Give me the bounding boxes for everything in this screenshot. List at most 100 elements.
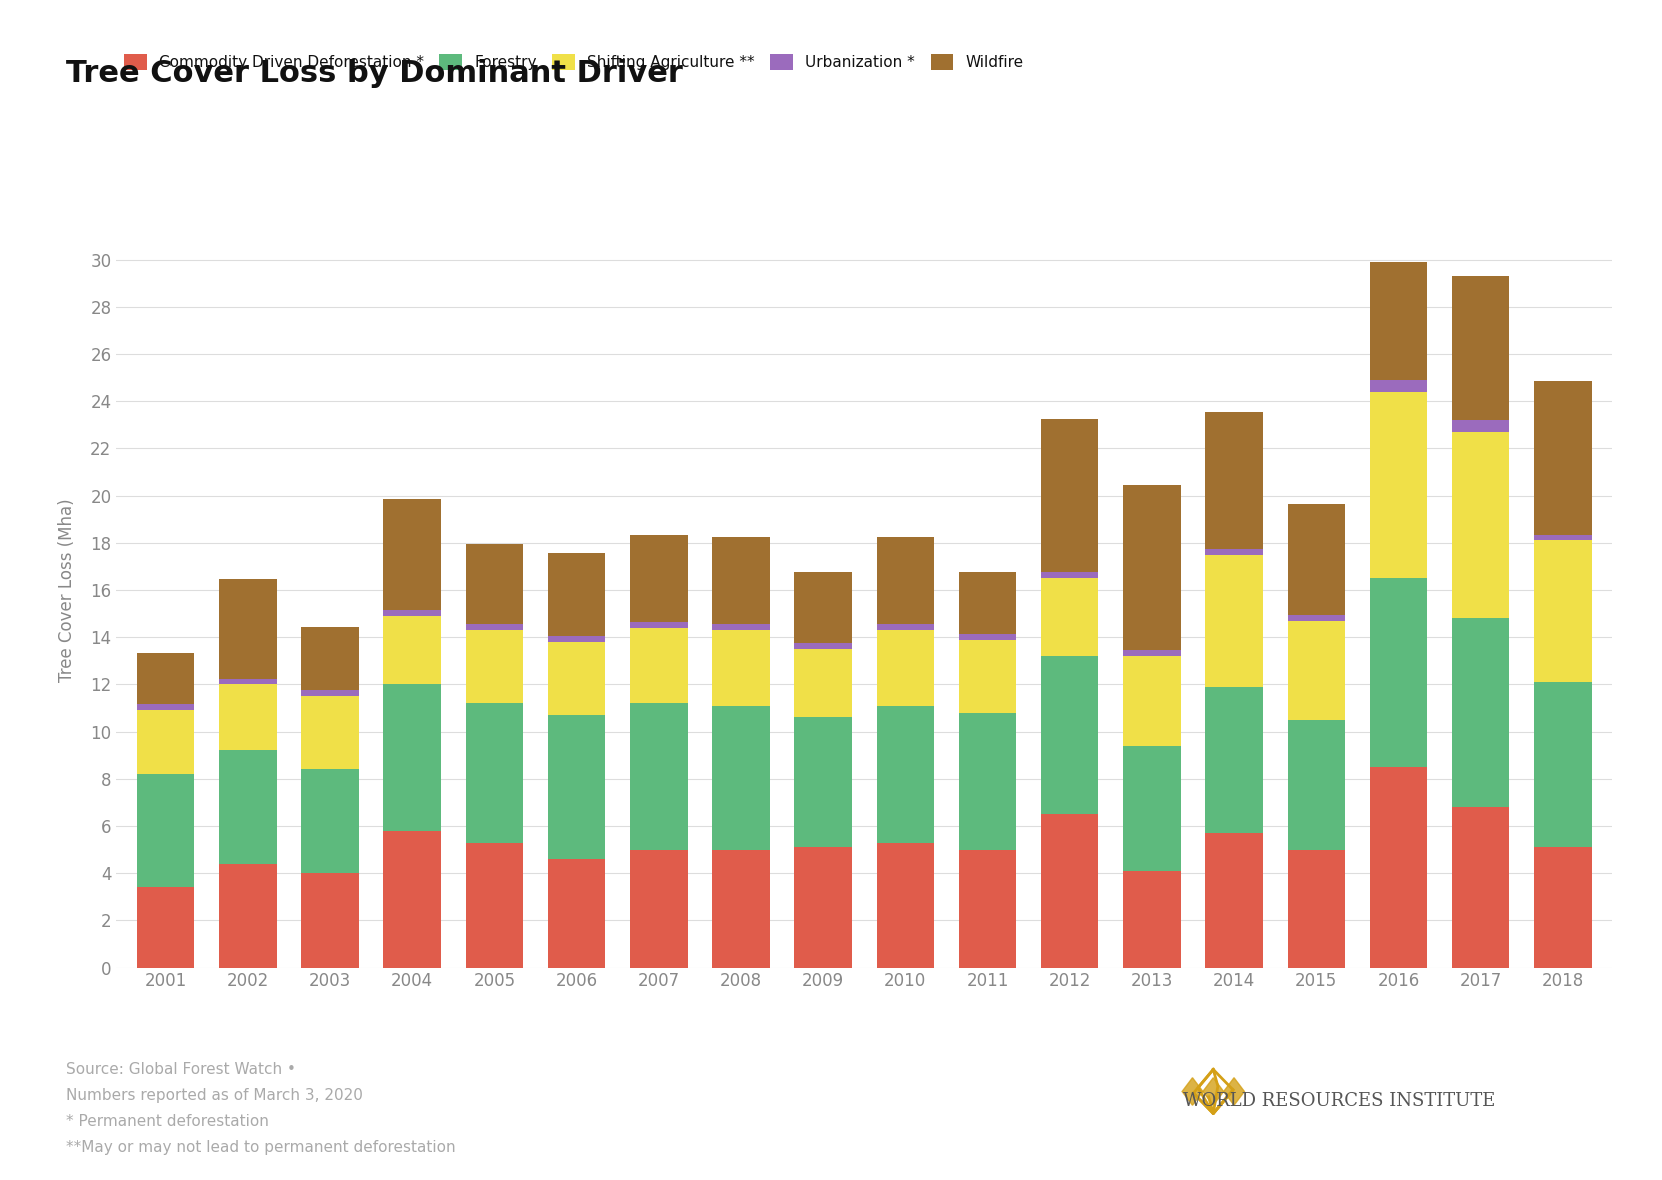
Bar: [1040, 572, 1099, 578]
Bar: [384, 616, 440, 684]
Bar: [713, 624, 770, 630]
Bar: [1453, 432, 1509, 618]
Text: Numbers reported as of March 3, 2020: Numbers reported as of March 3, 2020: [66, 1088, 364, 1103]
Bar: [136, 774, 194, 887]
Bar: [1453, 807, 1509, 968]
Bar: [1369, 578, 1428, 767]
Bar: [794, 717, 853, 847]
Bar: [465, 544, 524, 624]
Bar: [630, 850, 688, 968]
Bar: [1040, 814, 1099, 968]
Bar: [1288, 850, 1345, 968]
Bar: [1124, 746, 1180, 871]
Bar: [713, 706, 770, 850]
Bar: [548, 553, 605, 636]
Bar: [1453, 618, 1509, 807]
Bar: [794, 572, 853, 643]
Bar: [1205, 555, 1263, 687]
Bar: [1288, 504, 1345, 615]
Bar: [713, 537, 770, 624]
Bar: [384, 499, 440, 610]
Bar: [301, 696, 359, 769]
Bar: [876, 630, 934, 706]
Bar: [219, 579, 276, 678]
Text: WORLD RESOURCES INSTITUTE: WORLD RESOURCES INSTITUTE: [1183, 1092, 1496, 1109]
Bar: [1534, 540, 1592, 682]
Bar: [1453, 420, 1509, 432]
Bar: [959, 572, 1015, 634]
Bar: [384, 831, 440, 968]
Bar: [713, 630, 770, 706]
Bar: [465, 843, 524, 968]
Bar: [876, 624, 934, 630]
Bar: [548, 636, 605, 642]
Bar: [876, 537, 934, 624]
Bar: [301, 873, 359, 968]
Bar: [959, 713, 1015, 850]
Bar: [1124, 650, 1180, 656]
Polygon shape: [1203, 1077, 1223, 1106]
Bar: [713, 850, 770, 968]
Bar: [1205, 412, 1263, 549]
Bar: [1369, 380, 1428, 392]
Bar: [301, 627, 359, 690]
Bar: [794, 649, 853, 717]
Bar: [1040, 578, 1099, 656]
Bar: [630, 622, 688, 628]
Bar: [219, 750, 276, 864]
Bar: [1534, 381, 1592, 535]
Y-axis label: Tree Cover Loss (Mha): Tree Cover Loss (Mha): [58, 498, 76, 682]
Bar: [548, 642, 605, 715]
Bar: [794, 847, 853, 968]
Bar: [1369, 767, 1428, 968]
Bar: [630, 628, 688, 703]
Bar: [794, 643, 853, 649]
Bar: [1534, 682, 1592, 847]
Bar: [1124, 656, 1180, 746]
Bar: [219, 864, 276, 968]
Text: **May or may not lead to permanent deforestation: **May or may not lead to permanent defor…: [66, 1140, 455, 1155]
Bar: [876, 706, 934, 843]
Bar: [1534, 847, 1592, 968]
Bar: [1534, 535, 1592, 540]
Bar: [1288, 621, 1345, 720]
Bar: [1369, 392, 1428, 578]
Bar: [136, 653, 194, 704]
Bar: [1288, 615, 1345, 621]
Bar: [1040, 656, 1099, 814]
Bar: [548, 859, 605, 968]
Bar: [1205, 549, 1263, 555]
Bar: [465, 630, 524, 703]
Bar: [630, 703, 688, 850]
Bar: [876, 843, 934, 968]
Bar: [1288, 720, 1345, 850]
Bar: [219, 678, 276, 684]
Bar: [465, 624, 524, 630]
Bar: [1124, 871, 1180, 968]
Bar: [384, 684, 440, 831]
Bar: [630, 535, 688, 622]
Bar: [136, 710, 194, 774]
Bar: [959, 634, 1015, 640]
Bar: [301, 769, 359, 873]
Bar: [465, 703, 524, 843]
Bar: [1453, 276, 1509, 420]
Bar: [136, 704, 194, 710]
Text: Source: Global Forest Watch •: Source: Global Forest Watch •: [66, 1062, 296, 1077]
Polygon shape: [1182, 1077, 1203, 1106]
Bar: [548, 715, 605, 859]
Bar: [301, 690, 359, 696]
Bar: [136, 887, 194, 968]
Bar: [959, 850, 1015, 968]
Text: * Permanent deforestation: * Permanent deforestation: [66, 1114, 269, 1129]
Bar: [384, 610, 440, 616]
Bar: [1124, 485, 1180, 650]
Bar: [219, 684, 276, 750]
Text: Tree Cover Loss by Dominant Driver: Tree Cover Loss by Dominant Driver: [66, 59, 683, 88]
Bar: [1040, 419, 1099, 572]
Bar: [1205, 687, 1263, 833]
Polygon shape: [1223, 1077, 1245, 1106]
Bar: [959, 640, 1015, 713]
Bar: [1205, 833, 1263, 968]
Bar: [1369, 262, 1428, 380]
